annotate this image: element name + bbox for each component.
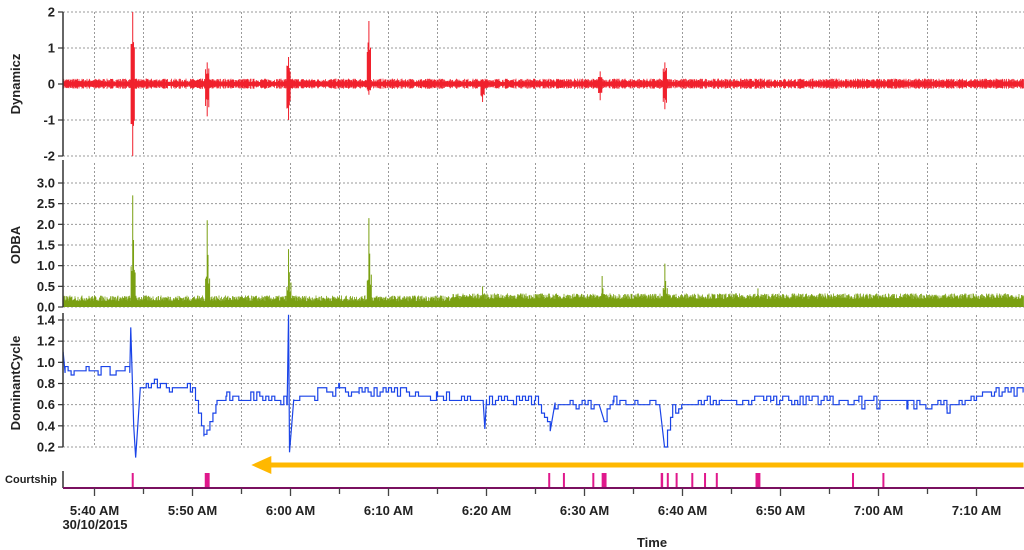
courtship-event-bar — [666, 473, 669, 488]
y-tick-label: 0 — [48, 77, 55, 92]
odba-spike — [366, 218, 372, 307]
x-axis-title: Time — [637, 535, 667, 550]
dynamicz-spike — [598, 71, 603, 101]
x-tick-label: 5:50 AM — [168, 503, 217, 518]
y-tick-label: 1.0 — [37, 258, 55, 273]
y-axis-title: ODBA — [8, 225, 23, 264]
axes: -2 -1 0 1 2 Dynamicz 0.0 0.5 1.0 1.5 2.0 2.5 3.0 ODBA… — [5, 5, 1024, 518]
courtship-event-bar — [675, 473, 678, 488]
y-tick-label: 0.0 — [37, 300, 55, 315]
courtship-event-bar — [548, 473, 551, 488]
courtship-event-bar — [601, 473, 607, 488]
y-tick-label: 2.0 — [37, 217, 55, 232]
odba-spike — [205, 220, 211, 307]
x-tick-label: 6:30 AM — [560, 503, 609, 518]
x-tick-label: 6:50 AM — [756, 503, 805, 518]
y-tick-label: -2 — [43, 149, 55, 164]
odba-spike — [286, 249, 292, 307]
dynamicz-spike — [130, 12, 135, 156]
courtship-event-bar — [562, 473, 565, 488]
y-tick-label: 1.5 — [37, 238, 55, 253]
dynamicz-spike — [662, 62, 667, 110]
odba-spike — [130, 195, 136, 307]
odba-spike — [480, 286, 486, 307]
x-tick-label: 7:10 AM — [952, 503, 1001, 518]
courtship-label: Courtship — [5, 474, 57, 486]
y-tick-label: 0.4 — [37, 418, 56, 433]
y-tick-label: 0.2 — [37, 440, 55, 455]
y-tick-label: 3.0 — [37, 176, 55, 191]
dynamicz-spike — [480, 80, 485, 102]
courtship-event-bar — [131, 473, 134, 488]
odba-spike — [755, 288, 761, 307]
dynamicz-spike — [205, 62, 210, 117]
y-axis-title: DominantCycle — [8, 336, 23, 431]
odba-spike — [600, 276, 606, 307]
dynamicz-spike — [366, 21, 371, 95]
x-tick-label: 5:40 AM — [70, 503, 119, 518]
x-tick-label: 6:10 AM — [364, 503, 413, 518]
odba-spike — [662, 263, 668, 307]
y-tick-label: 2 — [48, 5, 55, 20]
courtship-event-bar — [204, 473, 210, 488]
y-tick-label: 1.2 — [37, 334, 55, 349]
courtship-event-bar — [592, 473, 595, 488]
courtship-event-bar — [660, 473, 664, 488]
courtship-event-bar — [715, 473, 718, 488]
arrow-annotation-head — [251, 456, 272, 474]
x-date-label: 30/10/2015 — [62, 517, 127, 532]
dynamicz-spike — [286, 57, 291, 120]
courtship-event-bar — [704, 473, 707, 488]
x-tick-label: 6:40 AM — [658, 503, 707, 518]
dominantcycle-line — [62, 314, 1024, 458]
y-tick-label: 2.5 — [37, 196, 55, 211]
y-tick-label: 1.4 — [37, 313, 56, 328]
courtship-event-bar — [852, 473, 855, 488]
y-tick-label: 1.0 — [37, 355, 55, 370]
x-tick-label: 7:00 AM — [854, 503, 903, 518]
y-tick-label: 1 — [48, 41, 55, 56]
y-tick-label: 0.8 — [37, 376, 55, 391]
courtship-event-bar — [755, 473, 761, 488]
y-tick-label: 0.5 — [37, 279, 55, 294]
series-marks — [62, 12, 1024, 488]
courtship-event-bar — [882, 473, 885, 488]
y-axis-title: Dynamicz — [8, 53, 23, 114]
y-tick-label: -1 — [43, 113, 55, 128]
y-tick-label: 0.6 — [37, 397, 55, 412]
courtship-event-bar — [691, 473, 694, 488]
x-tick-label: 6:20 AM — [462, 503, 511, 518]
x-tick-label: 6:00 AM — [266, 503, 315, 518]
